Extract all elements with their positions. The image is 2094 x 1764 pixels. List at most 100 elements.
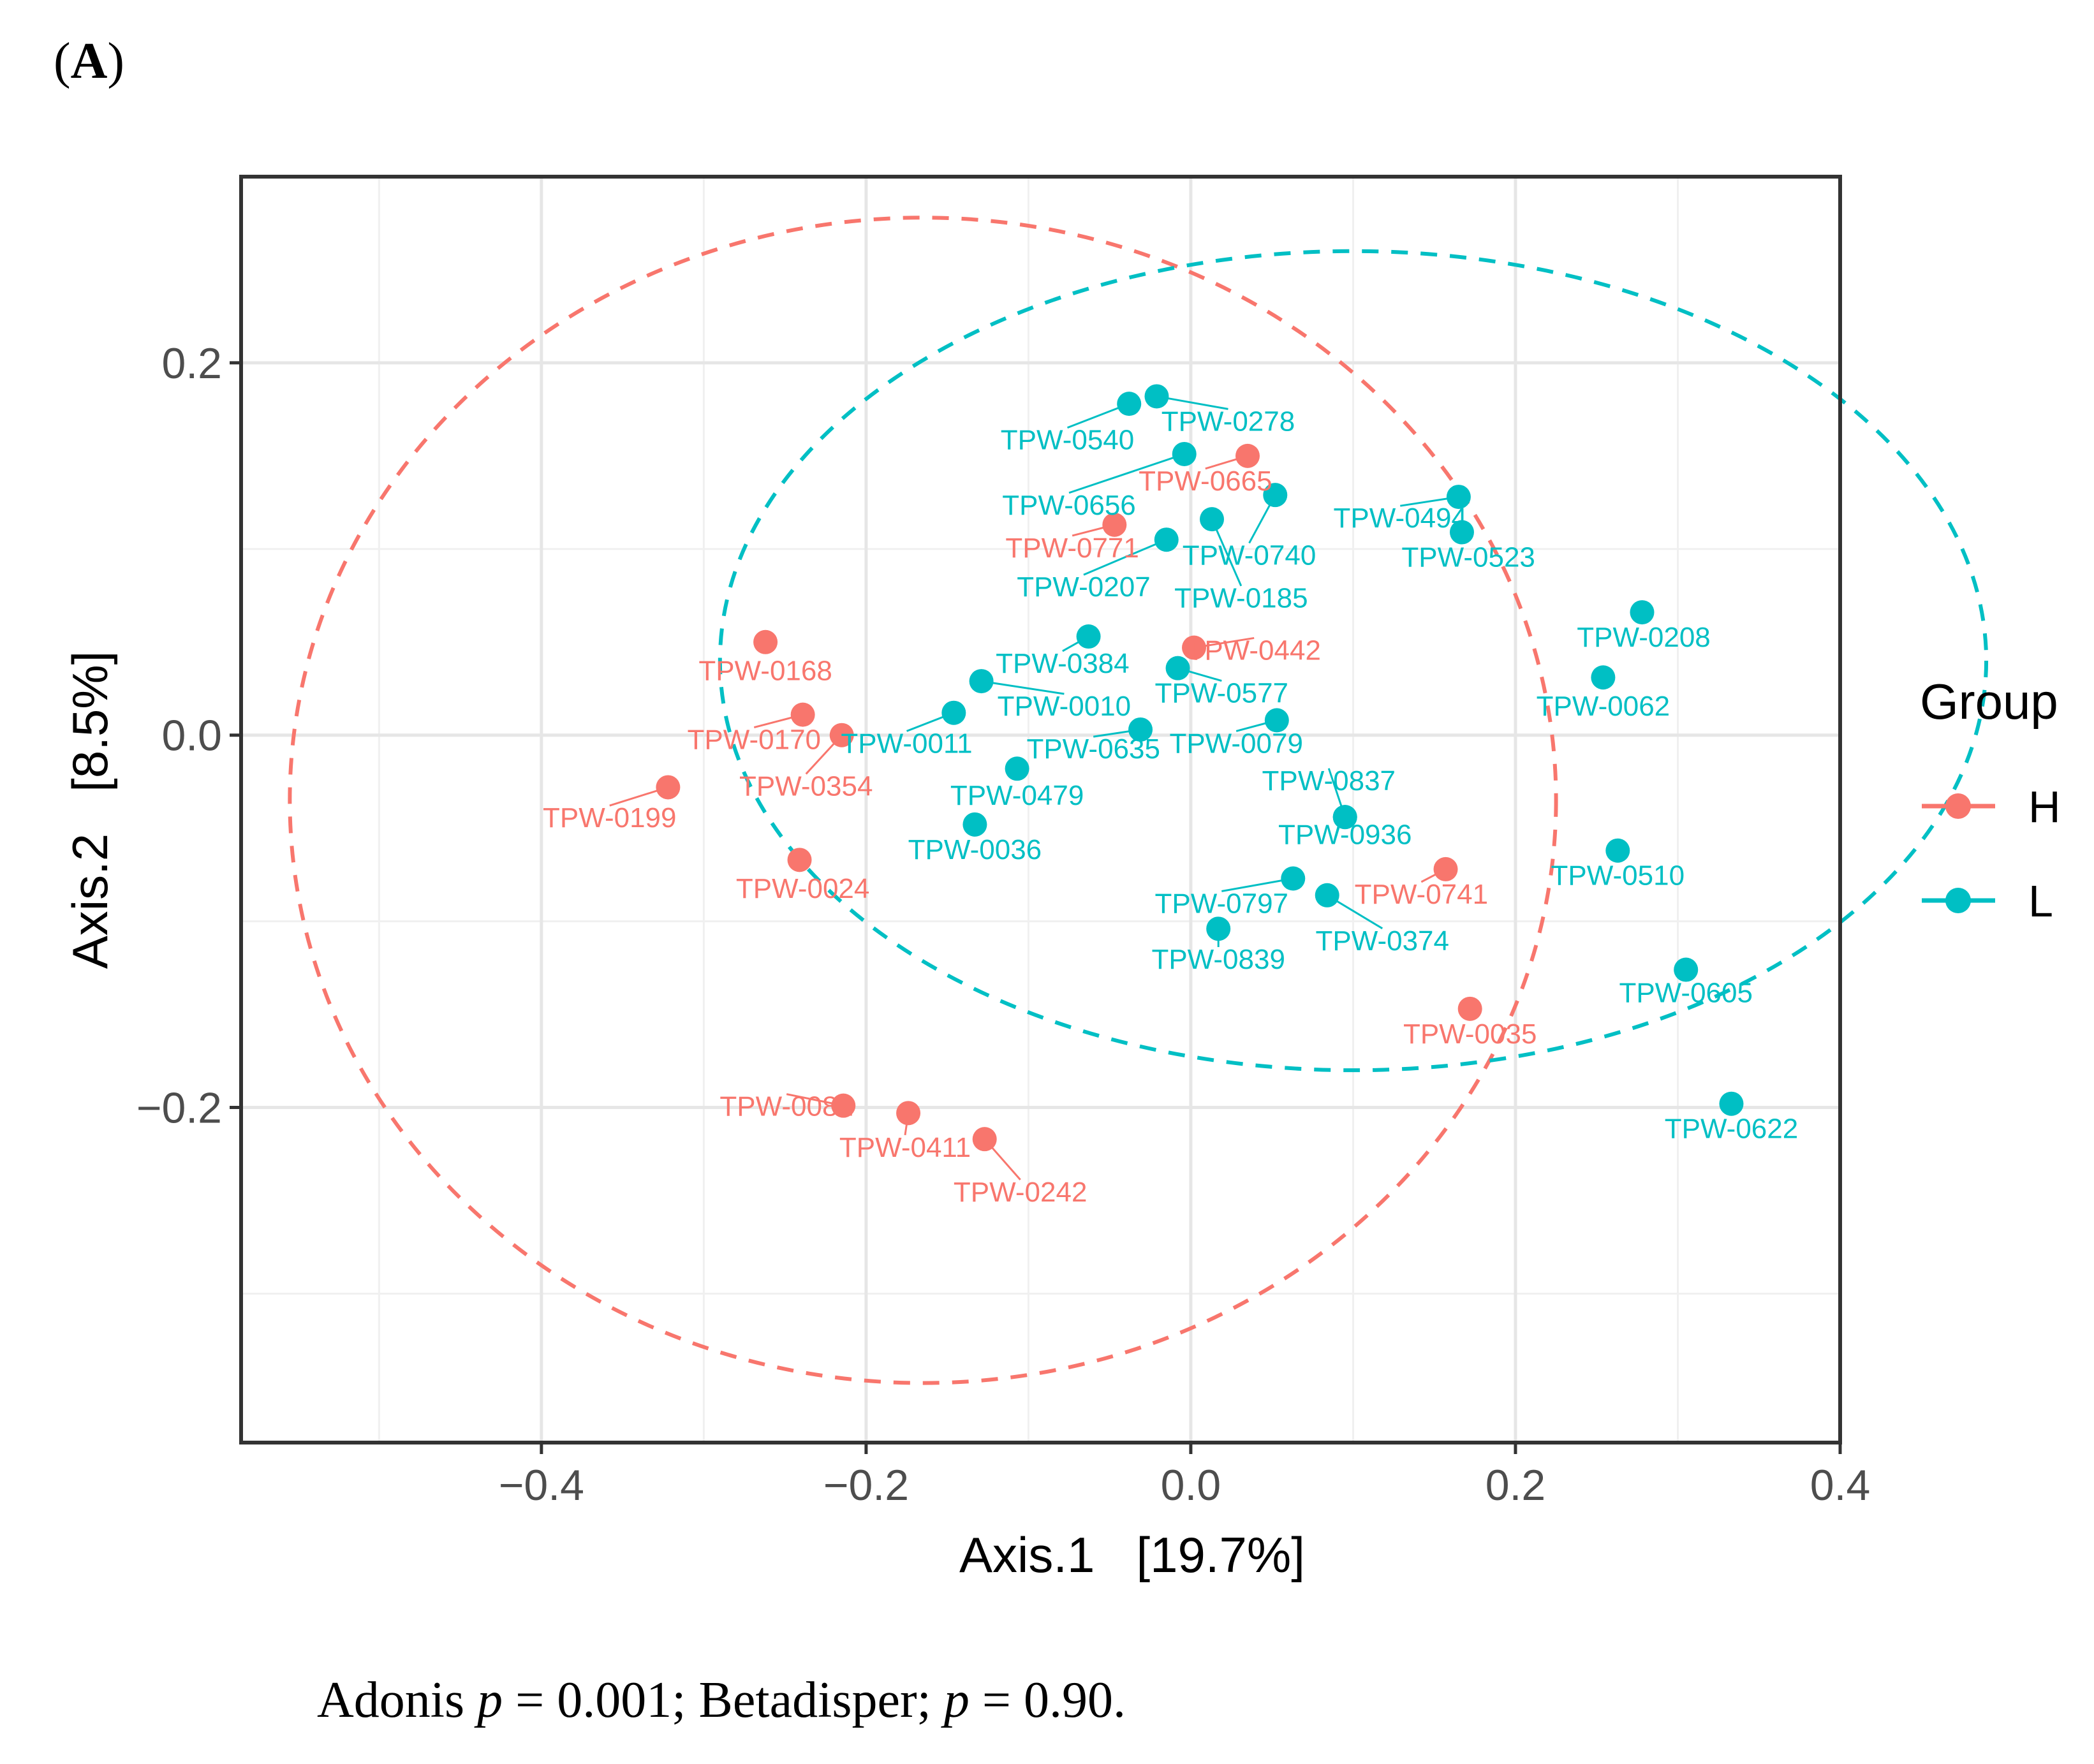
axis-ticks: −0.4 −0.2 0.0 0.2 0.4 −0.2 0.0 0.2 xyxy=(136,339,1871,1510)
label-tpw-0242: TPW-0242 xyxy=(954,1177,1088,1208)
point-labels: TPW-0168 TPW-0170 TPW-0354 TPW-0199 TPW-0024… xyxy=(543,406,1798,1208)
confidence-ellipses xyxy=(288,216,1989,1385)
x-tick-label: 0.2 xyxy=(1486,1461,1546,1510)
label-tpw-0771: TPW-0771 xyxy=(1005,533,1139,564)
legend-label-h: H xyxy=(2028,782,2061,832)
x-tick-label: −0.4 xyxy=(499,1461,584,1510)
legend-title: Group xyxy=(1920,673,2058,730)
label-tpw-0062: TPW-0062 xyxy=(1537,691,1670,722)
label-tpw-0635: TPW-0635 xyxy=(1026,733,1160,765)
label-tpw-0665: TPW-0665 xyxy=(1139,466,1272,497)
legend-key-dot-l xyxy=(1945,888,1971,913)
y-axis-title: Axis.2 [8.5%] xyxy=(62,651,118,969)
point-tpw-0035 xyxy=(1457,996,1482,1021)
point-tpw-0411 xyxy=(896,1101,921,1126)
leader-tpw-0185 xyxy=(1211,518,1242,587)
panel-label-letter: A xyxy=(71,33,108,89)
label-tpw-0510: TPW-0510 xyxy=(1551,860,1685,892)
label-tpw-0354: TPW-0354 xyxy=(739,771,873,802)
leader-tpw-0207 xyxy=(1083,538,1167,576)
point-tpw-0442 xyxy=(1182,635,1207,660)
point-tpw-0168 xyxy=(753,629,778,654)
point-tpw-0278 xyxy=(1144,384,1169,409)
leader-tpw-0010 xyxy=(981,680,1065,695)
point-tpw-0523 xyxy=(1449,520,1474,545)
point-tpw-0740 xyxy=(1263,483,1288,508)
caption-adonis-value: = 0.001; Betadisper; xyxy=(503,1672,944,1728)
point-tpw-0577 xyxy=(1165,656,1190,680)
point-tpw-0011 xyxy=(941,700,966,725)
legend: Group H L xyxy=(1920,673,2061,926)
label-tpw-0278: TPW-0278 xyxy=(1161,406,1295,437)
y-tick-label: 0.2 xyxy=(161,339,222,388)
label-tpw-0208: TPW-0208 xyxy=(1577,622,1711,653)
point-tpw-0170 xyxy=(790,702,815,727)
point-tpw-0024 xyxy=(787,848,812,872)
point-tpw-0797 xyxy=(1281,866,1306,891)
legend-entry-h: H xyxy=(1922,782,2061,832)
label-tpw-0024: TPW-0024 xyxy=(736,873,870,904)
point-tpw-0242 xyxy=(972,1127,997,1152)
point-tpw-0374 xyxy=(1315,883,1339,908)
label-tpw-0837: TPW-0837 xyxy=(1262,765,1396,797)
data-points xyxy=(656,384,1744,1152)
label-tpw-0740: TPW-0740 xyxy=(1183,540,1316,571)
x-tick-label: −0.2 xyxy=(823,1461,909,1510)
x-axis-title: Axis.1 [19.7%] xyxy=(959,1527,1305,1583)
point-tpw-0936 xyxy=(1332,805,1357,830)
caption-p-symbol-1: p xyxy=(474,1672,503,1728)
label-tpw-0011: TPW-0011 xyxy=(841,728,972,759)
point-tpw-0079 xyxy=(1264,708,1289,733)
x-tick-label: 0.4 xyxy=(1810,1461,1871,1510)
label-tpw-0577: TPW-0577 xyxy=(1155,678,1289,709)
label-tpw-0411: TPW-0411 xyxy=(839,1132,971,1163)
grid-lines xyxy=(241,177,1842,1443)
point-tpw-0771 xyxy=(1102,512,1127,537)
point-tpw-0494 xyxy=(1446,485,1471,510)
point-tpw-0207 xyxy=(1154,527,1179,552)
leader-tpw-0656 xyxy=(1068,453,1185,494)
point-tpw-0635 xyxy=(1128,717,1153,742)
label-tpw-0622: TPW-0622 xyxy=(1665,1114,1799,1145)
label-tpw-0523: TPW-0523 xyxy=(1401,542,1535,573)
label-tpw-0540: TPW-0540 xyxy=(1001,425,1135,456)
point-tpw-0656 xyxy=(1172,441,1197,466)
label-tpw-0199: TPW-0199 xyxy=(543,802,677,834)
label-tpw-0656: TPW-0656 xyxy=(1002,490,1136,521)
panel-label-close: ) xyxy=(107,33,124,89)
label-tpw-0494: TPW-0494 xyxy=(1334,503,1468,534)
label-tpw-0741: TPW-0741 xyxy=(1355,879,1489,910)
point-tpw-0082 xyxy=(831,1093,856,1118)
caption-adonis: Adonis xyxy=(317,1672,477,1728)
label-tpw-0797: TPW-0797 xyxy=(1155,888,1289,919)
point-tpw-0384 xyxy=(1076,624,1101,649)
label-tpw-0207: TPW-0207 xyxy=(1017,571,1151,603)
caption-betadisper-value: = 0.90. xyxy=(970,1672,1126,1728)
point-tpw-0062 xyxy=(1591,665,1616,690)
label-tpw-0082: TPW-0082 xyxy=(719,1091,853,1122)
point-tpw-0010 xyxy=(969,669,994,694)
point-tpw-0510 xyxy=(1605,838,1630,863)
point-tpw-0839 xyxy=(1206,916,1231,941)
plot-panel xyxy=(241,177,1840,1443)
legend-label-l: L xyxy=(2028,876,2053,926)
label-tpw-0079: TPW-0079 xyxy=(1169,728,1303,759)
label-tpw-0839: TPW-0839 xyxy=(1151,944,1285,975)
x-tick-label: 0.0 xyxy=(1161,1461,1221,1510)
point-tpw-0036 xyxy=(962,812,987,837)
label-leader-lines xyxy=(609,395,1459,1180)
point-tpw-0479 xyxy=(1005,756,1029,781)
y-tick-label: −0.2 xyxy=(136,1084,222,1133)
label-tpw-0479: TPW-0479 xyxy=(950,780,1084,811)
legend-key-dot-h xyxy=(1945,793,1971,819)
point-tpw-0540 xyxy=(1117,392,1142,416)
legend-entry-l: L xyxy=(1922,876,2053,926)
caption-p-symbol-2: p xyxy=(941,1672,970,1728)
point-tpw-0354 xyxy=(829,723,854,747)
point-tpw-0622 xyxy=(1719,1091,1744,1116)
label-tpw-0384: TPW-0384 xyxy=(996,648,1130,679)
point-tpw-0605 xyxy=(1674,957,1699,982)
panel-label-open: ( xyxy=(54,33,71,89)
ellipse-l xyxy=(718,249,1989,1073)
